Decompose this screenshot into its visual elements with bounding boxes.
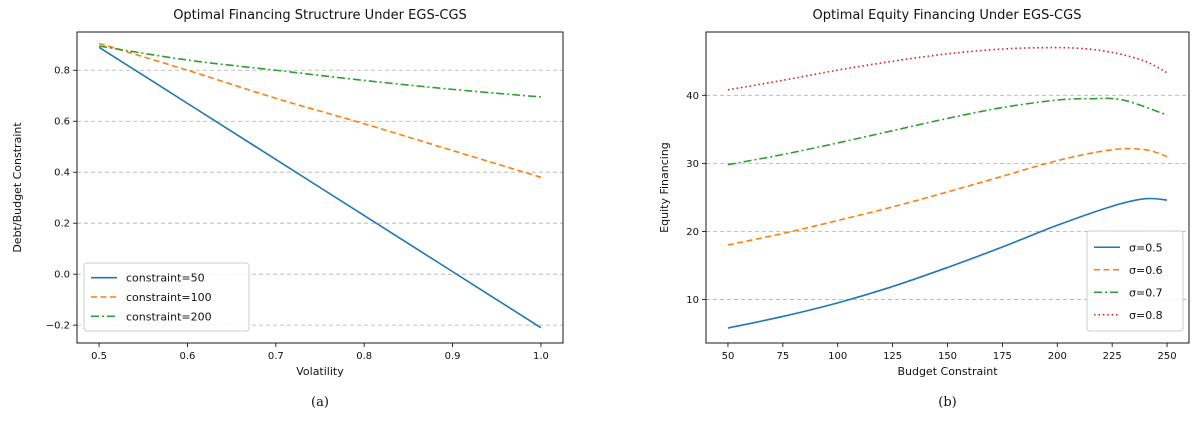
series-line-1 bbox=[727, 197, 1168, 329]
x-tick-label: 75 bbox=[776, 351, 789, 362]
series-line-4 bbox=[727, 46, 1168, 91]
x-tick-label: 200 bbox=[1048, 351, 1067, 362]
legend-label: constraint=50 bbox=[126, 272, 205, 285]
x-tick-label: 50 bbox=[722, 351, 735, 362]
x-tick-label: 100 bbox=[828, 351, 847, 362]
y-axis-label: Equity Financing bbox=[658, 142, 671, 233]
x-tick-label: 0.9 bbox=[445, 351, 461, 362]
series-line-1 bbox=[98, 46, 542, 329]
plot-frame bbox=[76, 31, 564, 344]
chart-panel-a: 0.5 0.6 0.7 0.8 0.9 1.0 −0.2 0.0 0.2 0.4 0.6 0.8 Opt… bbox=[11, 8, 564, 410]
x-tick-label: 225 bbox=[1103, 351, 1122, 362]
legend-label: constraint=100 bbox=[126, 291, 212, 304]
legend-label: σ=0.7 bbox=[1129, 286, 1163, 299]
legend-box bbox=[83, 262, 250, 332]
x-tick-label: 0.7 bbox=[268, 351, 284, 362]
series-line-2 bbox=[98, 42, 542, 179]
panel-caption: (a) bbox=[311, 395, 329, 410]
y-tick-label: −0.2 bbox=[46, 321, 70, 332]
y-tick-label: 40 bbox=[686, 91, 699, 102]
y-tick-label: 0.0 bbox=[54, 270, 70, 281]
y-tick-label: 0.6 bbox=[54, 117, 70, 128]
x-tick-label: 125 bbox=[883, 351, 902, 362]
y-tick-label: 0.2 bbox=[54, 219, 70, 230]
legend-label: σ=0.5 bbox=[1129, 241, 1163, 254]
legend-label: σ=0.8 bbox=[1129, 309, 1163, 322]
y-tick-label: 30 bbox=[686, 159, 699, 170]
chart-title: Optimal Equity Financing Under EGS-CGS bbox=[813, 8, 1082, 23]
x-axis-label: Budget Constraint bbox=[897, 365, 998, 378]
x-tick-label: 0.5 bbox=[91, 351, 107, 362]
x-tick-label: 150 bbox=[938, 351, 957, 362]
legend: constraint=50 constraint=100 constraint=20… bbox=[83, 262, 250, 332]
legend-box bbox=[1086, 230, 1184, 332]
chart-title: Optimal Financing Structrure Under EGS-C… bbox=[173, 8, 467, 23]
legend-label: constraint=200 bbox=[126, 310, 212, 323]
series-line-3 bbox=[98, 45, 541, 98]
x-tick-label: 1.0 bbox=[533, 351, 549, 362]
y-axis-label: Debt/Budget Constraint bbox=[11, 122, 24, 253]
legend-label: σ=0.6 bbox=[1129, 264, 1163, 277]
chart-panel-b: 50 75 100 125 150 175 200 225 250 10 20 30 40 Optimal… bbox=[658, 8, 1190, 410]
x-tick-label: 0.6 bbox=[180, 351, 196, 362]
x-tick-label: 0.8 bbox=[356, 351, 372, 362]
x-axis-label: Volatility bbox=[296, 365, 344, 378]
x-tick-label: 250 bbox=[1157, 351, 1176, 362]
y-tick-label: 20 bbox=[686, 227, 699, 238]
panel-caption: (b) bbox=[938, 395, 956, 410]
y-tick-label: 0.8 bbox=[54, 66, 70, 77]
legend: σ=0.5 σ=0.6 σ=0.7 σ=0.8 bbox=[1086, 230, 1184, 332]
series-line-3 bbox=[727, 97, 1168, 166]
y-tick-label: 0.4 bbox=[54, 168, 70, 179]
y-tick-label: 10 bbox=[686, 295, 699, 306]
x-tick-label: 175 bbox=[993, 351, 1012, 362]
